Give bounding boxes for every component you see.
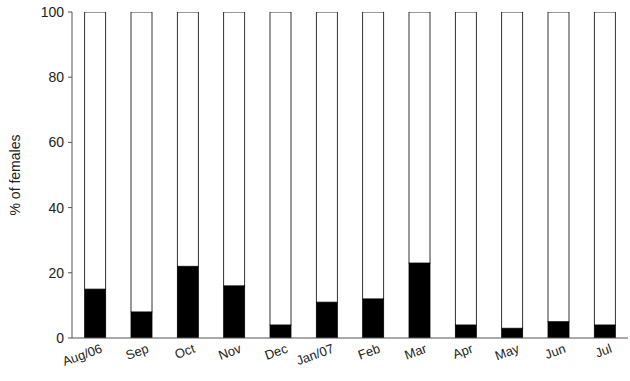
chart-svg: 0 20 40 60 80 100 Aug/06 Sep Oct Nov DecJan/07 Feb M… xyxy=(0,0,630,381)
x-tick-label: Jun xyxy=(543,341,568,362)
x-tick-label: Feb xyxy=(356,341,382,363)
bar-segment xyxy=(548,322,569,338)
y-tick-label: 20 xyxy=(48,265,64,281)
x-axis-line xyxy=(72,338,628,339)
x-tick-label: Aug/06 xyxy=(60,341,104,369)
bar-segment xyxy=(224,12,245,286)
y-tick-label: 40 xyxy=(48,200,64,216)
bar-segment xyxy=(502,328,523,338)
bar-segment xyxy=(224,286,245,338)
x-tick-label: Sep xyxy=(124,341,151,363)
bar-segment xyxy=(363,12,384,299)
bar-segment xyxy=(409,263,430,338)
bar-segment xyxy=(502,12,523,328)
y-tick xyxy=(68,207,72,208)
bar-segment xyxy=(177,266,198,338)
bar-segment xyxy=(270,12,291,325)
bar-segment xyxy=(409,12,430,263)
bar-segment xyxy=(594,12,615,325)
y-tick-label: 80 xyxy=(48,69,64,85)
y-tick xyxy=(68,338,72,339)
x-tick-label: Dec xyxy=(263,341,290,363)
bar-segment xyxy=(131,12,152,312)
y-axis-label: % of females xyxy=(7,135,23,216)
y-tick-label: 0 xyxy=(56,330,64,346)
x-tick-label: Jul xyxy=(593,341,614,361)
x-tick-label: Mar xyxy=(402,340,429,362)
bar-segment xyxy=(316,12,337,302)
bar-segment xyxy=(85,12,106,289)
y-tick-label: 100 xyxy=(41,4,65,20)
bar-segment xyxy=(594,325,615,338)
x-tick-label: Jan/07 xyxy=(294,341,336,368)
y-tick xyxy=(68,272,72,273)
x-tick-label: Nov xyxy=(216,341,243,363)
x-tick-label: Oct xyxy=(173,341,197,362)
bar-segment xyxy=(548,12,569,322)
y-axis-line xyxy=(72,12,73,338)
x-tick-label: Apr xyxy=(451,340,476,361)
y-tick xyxy=(68,142,72,143)
bars xyxy=(85,12,616,338)
y-tick-label: 60 xyxy=(48,134,64,150)
chart-container: 0 20 40 60 80 100 Aug/06 Sep Oct Nov DecJan/07 Feb M… xyxy=(0,0,630,381)
bar-segment xyxy=(316,302,337,338)
bar-segment xyxy=(270,325,291,338)
bar-segment xyxy=(363,299,384,338)
bar-segment xyxy=(177,12,198,266)
y-tick xyxy=(68,77,72,78)
bar-segment xyxy=(131,312,152,338)
x-tick-label: May xyxy=(493,341,522,364)
bar-segment xyxy=(85,289,106,338)
bar-segment xyxy=(455,325,476,338)
bar-segment xyxy=(455,12,476,325)
y-tick xyxy=(68,12,72,13)
